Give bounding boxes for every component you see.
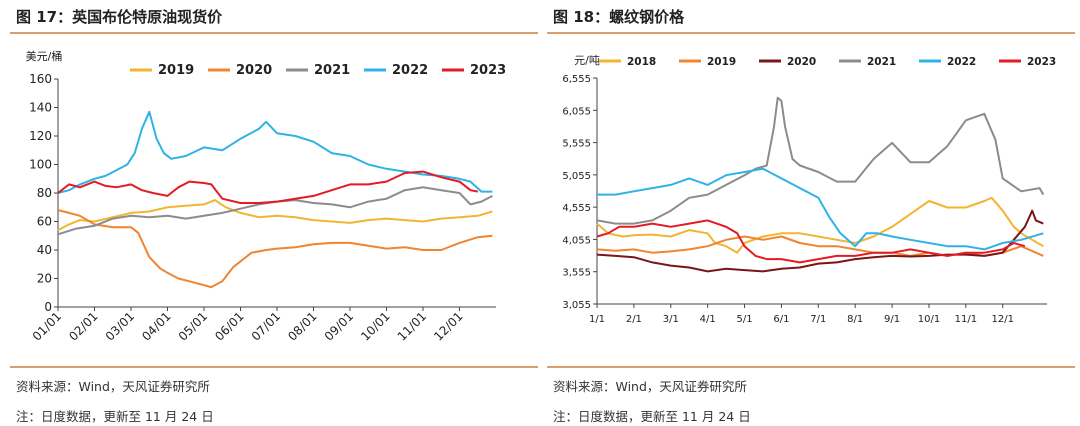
x-tick-label: 8/1	[847, 314, 863, 325]
x-tick-label: 2/1	[626, 314, 642, 325]
x-tick-label: 07/01	[249, 309, 283, 343]
chart-title: 图 18：螺纹钢价格	[553, 8, 685, 26]
x-tick-label: 10/1	[918, 314, 940, 325]
legend-label: 2018	[627, 56, 656, 68]
x-tick-label: 02/01	[66, 309, 100, 343]
x-tick-label: 08/01	[285, 309, 319, 343]
y-tick-label: 60	[37, 215, 52, 229]
series-line-2019	[57, 199, 493, 231]
y-tick-label: 140	[29, 101, 52, 115]
y-tick-label: 40	[37, 243, 52, 257]
brent-chart: 美元/桶 0 20 40 60 80 100 120 140 160 01/01 02/01 03/01…	[26, 49, 507, 344]
y-tick-label: 3,055	[562, 300, 591, 311]
source-note: 资料来源：Wind，天风证券研究所	[553, 379, 747, 394]
legend-label: 2021	[314, 63, 350, 78]
x-tick-label: 05/01	[176, 309, 210, 343]
series-line-2022	[597, 167, 1044, 251]
x-tick-label: 09/01	[322, 309, 356, 343]
legend-label: 2020	[236, 63, 272, 78]
panel-brent: 图 17：英国布伦特原油现货价 美元/桶 0 20 40 60 80 100 120 140 16…	[10, 0, 538, 426]
x-tick-label: 12/01	[431, 309, 465, 343]
x-tick-label: 01/01	[30, 309, 64, 343]
y-tick-label: 5,555	[562, 139, 591, 150]
y-tick-label: 100	[29, 158, 52, 172]
x-tick-label: 10/01	[358, 309, 392, 343]
update-note: 注：日度数据，更新至 11 月 24 日	[16, 409, 214, 424]
series-line-2020	[57, 209, 493, 289]
y-tick-label: 6,555	[562, 74, 591, 85]
y-tick-label: 20	[37, 272, 52, 286]
x-tick-label: 4/1	[700, 314, 716, 325]
divider	[547, 32, 1075, 34]
x-tick-label: 7/1	[810, 314, 826, 325]
series-line-2023	[57, 170, 478, 204]
y-tick-label: 6,055	[562, 106, 591, 117]
y-tick-label: 160	[29, 72, 52, 86]
update-note: 注：日度数据，更新至 11 月 24 日	[553, 409, 751, 424]
y-axis-label: 美元/桶	[26, 49, 63, 63]
x-tick-label: 03/01	[103, 309, 137, 343]
legend-label: 2021	[867, 56, 896, 68]
x-tick-label: 6/1	[773, 314, 789, 325]
panel-rebar: 图 18：螺纹钢价格 元/吨 3,055 3,555 4,055 4,555 5,055 5…	[547, 0, 1075, 426]
series-line-2020	[596, 209, 1044, 273]
legend-label: 2019	[707, 56, 736, 68]
y-axis-label: 元/吨	[574, 54, 600, 67]
x-tick-label: 06/01	[212, 309, 246, 343]
legend-label: 2020	[787, 56, 816, 68]
legend-label: 2019	[158, 63, 194, 78]
x-tick-label: 5/1	[736, 314, 752, 325]
divider	[10, 32, 538, 34]
series-line-2023	[596, 219, 1026, 264]
x-tick-label: 04/01	[139, 309, 173, 343]
x-tick-label: 1/1	[589, 314, 605, 325]
x-tick-label: 11/01	[395, 309, 429, 343]
y-tick-label: 4,055	[562, 235, 591, 246]
series-line-2022	[57, 110, 493, 194]
y-tick-label: 3,555	[562, 268, 591, 279]
y-tick-label: 0	[44, 300, 52, 314]
y-tick-label: 80	[37, 186, 52, 200]
source-note: 资料来源：Wind，天风证券研究所	[16, 379, 210, 394]
x-tick-label: 11/1	[955, 314, 977, 325]
legend-label: 2022	[392, 63, 428, 78]
divider	[10, 366, 538, 368]
legend-label: 2023	[470, 63, 506, 78]
y-tick-label: 4,555	[562, 203, 591, 214]
chart-title: 图 17：英国布伦特原油现货价	[16, 8, 223, 26]
series-line-2018	[596, 196, 1044, 254]
legend-label: 2023	[1027, 56, 1056, 68]
y-tick-label: 120	[29, 129, 52, 143]
x-tick-label: 12/1	[992, 314, 1014, 325]
divider	[547, 366, 1075, 368]
y-tick-label: 5,055	[562, 171, 591, 182]
x-tick-label: 9/1	[884, 314, 900, 325]
series-line-2021	[596, 96, 1045, 225]
x-tick-label: 3/1	[663, 314, 679, 325]
rebar-chart: 元/吨 3,055 3,555 4,055 4,555 5,055 5,555 6,055 6,…	[562, 54, 1056, 325]
legend-label: 2022	[947, 56, 976, 68]
